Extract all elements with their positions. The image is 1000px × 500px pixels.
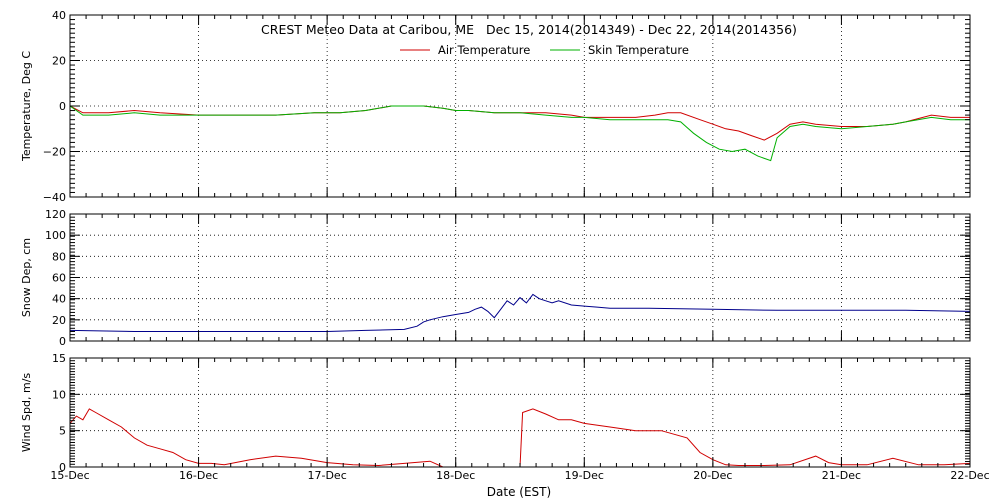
x-tick-label: 21-Dec xyxy=(822,469,861,482)
panel-1-series-1-line xyxy=(69,105,970,141)
panel-3-y-axis-label: Wind Spd, m/s xyxy=(20,373,33,453)
panel-3-frame xyxy=(69,357,971,468)
y-tick-label: 40 xyxy=(52,293,66,306)
chart-title: CREST Meteo Data at Caribou, ME Dec 15, … xyxy=(261,22,797,37)
legend-label-air-temperature: Air Temperature xyxy=(438,43,530,57)
y-tick-label: 5 xyxy=(59,425,66,438)
legend: Air Temperature Skin Temperature xyxy=(400,43,689,57)
legend-label-skin-temperature: Skin Temperature xyxy=(588,43,689,57)
y-tick-label: 20 xyxy=(52,55,66,68)
x-tick-label: 17-Dec xyxy=(308,469,347,482)
y-tick-label: 0 xyxy=(59,461,66,474)
x-tick-label: 16-Dec xyxy=(179,469,218,482)
grid-layer xyxy=(70,15,970,467)
panel-3-series-1-line xyxy=(69,408,971,468)
axes-layer xyxy=(69,14,971,468)
y-tick-label: 40 xyxy=(52,9,66,22)
y-tick-label: 120 xyxy=(45,208,66,221)
y-tick-label: −40 xyxy=(43,191,66,204)
y-tick-label: 60 xyxy=(52,272,66,285)
x-tick-label: 18-Dec xyxy=(436,469,475,482)
x-axis-label: Date (EST) xyxy=(487,485,551,499)
y-tick-label: −20 xyxy=(43,146,66,159)
panel-1-y-axis-label: Temperature, Deg C xyxy=(20,51,33,162)
y-tick-label: 15 xyxy=(52,352,66,365)
panel-2-y-axis-label: Snow Dep, cm xyxy=(20,238,33,317)
x-tick-label: 22-Dec xyxy=(950,469,989,482)
y-tick-label: 10 xyxy=(52,388,66,401)
x-tick-label: 19-Dec xyxy=(565,469,604,482)
y-tick-label: 100 xyxy=(45,229,66,242)
y-tick-label: 20 xyxy=(52,314,66,327)
x-tick-label: 20-Dec xyxy=(693,469,732,482)
y-tick-label: 0 xyxy=(59,100,66,113)
series-layer xyxy=(69,105,971,468)
y-tick-label: 0 xyxy=(59,335,66,348)
x-tick-label: 15-Dec xyxy=(50,469,89,482)
panel-2-series-1-line xyxy=(69,293,971,332)
y-tick-label: 80 xyxy=(52,250,66,263)
panel-1-series-2-line xyxy=(69,105,970,162)
